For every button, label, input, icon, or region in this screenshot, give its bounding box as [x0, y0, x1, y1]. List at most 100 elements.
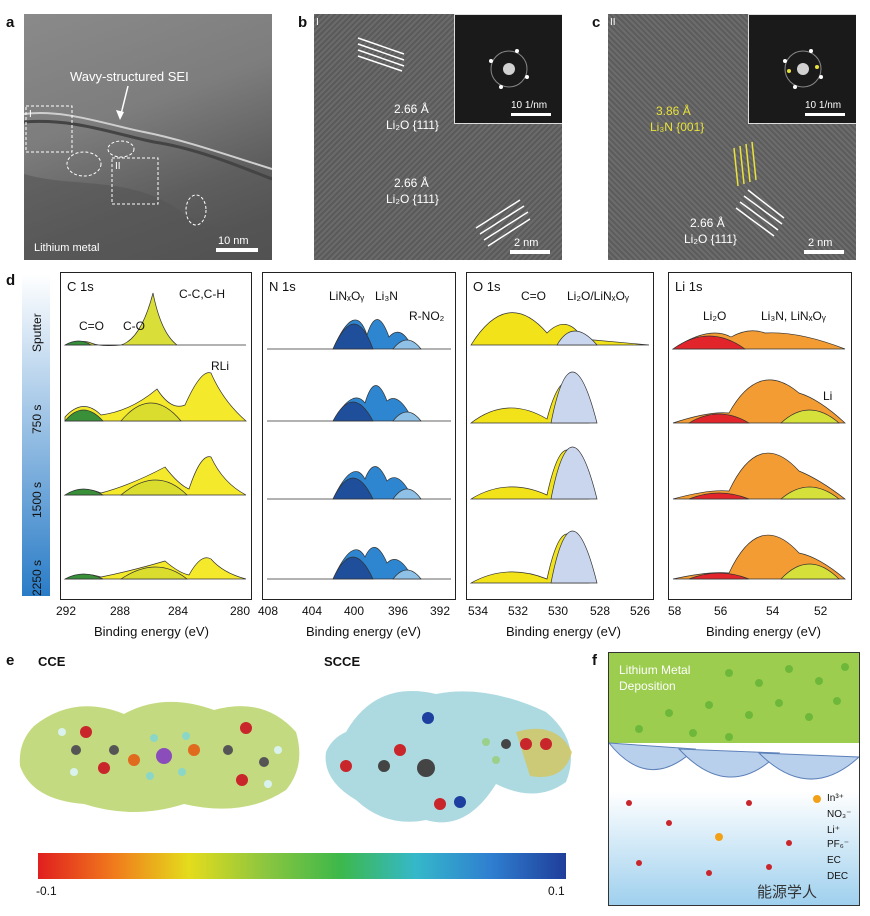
- legend-in3: In³⁺: [827, 793, 844, 804]
- watermark-text: 能源学人: [757, 884, 818, 901]
- li1s-title: Li 1s: [675, 279, 703, 294]
- legend-li: Li⁺: [827, 825, 841, 836]
- region-i-label: I: [29, 109, 32, 120]
- n1s-tick-396: 396: [388, 604, 409, 618]
- li1s-tick-56: 56: [714, 604, 728, 618]
- n1s-peak-linxoy: LiNₓOᵧ: [329, 289, 365, 303]
- esp-scale-max: 0.1: [548, 884, 565, 898]
- o1s-peak-co: C=O: [521, 289, 547, 303]
- sputter-depth-bar: [22, 274, 50, 596]
- spacing-label-b2: 2.66 Å: [394, 176, 429, 190]
- c1s-tick-280: 280: [230, 604, 251, 618]
- spacing-label-c2: 2.66 Å: [690, 216, 725, 230]
- n1s-tick-408: 408: [258, 604, 279, 618]
- inset-scale-label-b: 10 1/nm: [511, 100, 548, 111]
- scale-label-b: 2 nm: [514, 237, 539, 249]
- n1s-peak-li3n: Li₃N: [375, 289, 398, 303]
- c1s-title: C 1s: [67, 279, 94, 294]
- c1s-spectra: [63, 292, 247, 580]
- time-2250: 2250 s: [30, 559, 44, 596]
- tem-image-c: 10 1/nm II 3.86 Å Li₃N {001} 2.66 Å Li₂O…: [608, 14, 856, 260]
- fft-inset-c: 10 1/nm: [748, 14, 856, 124]
- n1s-tick-400: 400: [344, 604, 365, 618]
- inset-scale-bar-b: [511, 113, 551, 116]
- xps-o1s-panel: O 1s C=O Li₂O/LiNₓOᵧ: [466, 272, 654, 600]
- n1s-title: N 1s: [269, 279, 296, 294]
- n1s-peak-rno2: R-NO₂: [409, 309, 445, 323]
- cce-esp-surface: [14, 686, 304, 822]
- region-label-c: II: [610, 17, 616, 28]
- lithium-metal-layer: [609, 653, 859, 743]
- phase-label-c1: Li₃N {001}: [650, 120, 705, 134]
- tem-image-a: Wavy-structured SEI I II Lithium metal 1…: [24, 14, 272, 260]
- inset-scale-bar-c: [805, 113, 845, 116]
- li1s-peak-li3n: Li₃N, LiNₓOᵧ: [761, 309, 826, 323]
- panel-d-label: d: [6, 272, 16, 289]
- panel-b-label: b: [298, 14, 308, 31]
- schematic-title-line2: Deposition: [619, 679, 676, 693]
- li1s-tick-52: 52: [814, 604, 828, 618]
- scale-label-a: 10 nm: [218, 235, 249, 247]
- scce-title: SCCE: [324, 654, 361, 669]
- c1s-peak-c-o: C-O: [123, 319, 145, 333]
- cce-title: CCE: [38, 654, 66, 669]
- o1s-xlabel: Binding energy (eV): [506, 624, 621, 639]
- o1s-title: O 1s: [473, 279, 501, 294]
- panel-c-label: c: [592, 14, 601, 31]
- legend-dec: DEC: [827, 871, 849, 882]
- o1s-tick-526: 526: [630, 604, 651, 618]
- c1s-peak-rli: RLi: [211, 359, 230, 373]
- spacing-label-c1: 3.86 Å: [656, 104, 691, 118]
- o1s-tick-532: 532: [508, 604, 529, 618]
- scale-bar-b: [510, 250, 550, 254]
- xps-c1s-panel: C 1s C-C,C-H C=O C-O RLi: [60, 272, 252, 600]
- li1s-peak-li: Li: [823, 389, 833, 403]
- time-750: 750 s: [30, 404, 44, 434]
- panel-f-label: f: [592, 652, 597, 669]
- n1s-xlabel: Binding energy (eV): [306, 624, 421, 639]
- o1s-tick-534: 534: [468, 604, 489, 618]
- li1s-peak-li2o: Li₂O: [703, 309, 727, 323]
- c1s-tick-292: 292: [56, 604, 77, 618]
- schematic-title-line1: Lithium Metal: [619, 663, 691, 677]
- lithium-metal-caption: Lithium metal: [34, 242, 100, 254]
- esp-scale-min: -0.1: [36, 884, 57, 898]
- panel-e-label: e: [6, 652, 15, 669]
- region-ii-label: II: [115, 161, 121, 172]
- sei-annotation: Wavy-structured SEI: [70, 69, 189, 84]
- o1s-tick-530: 530: [548, 604, 569, 618]
- inset-scale-label-c: 10 1/nm: [805, 100, 842, 111]
- li1s-tick-58: 58: [668, 604, 682, 618]
- scale-bar-c: [804, 250, 844, 254]
- scce-esp-surface: [316, 672, 582, 836]
- n1s-tick-392: 392: [430, 604, 451, 618]
- region-label-b: I: [316, 17, 319, 28]
- c1s-tick-288: 288: [110, 604, 131, 618]
- phase-label-b2: Li₂O {111}: [386, 192, 439, 206]
- phase-label-b1: Li₂O {111}: [386, 118, 439, 132]
- scale-bar-a: [216, 248, 258, 252]
- spacing-label-b1: 2.66 Å: [394, 102, 429, 116]
- xps-n1s-panel: N 1s LiNₓOᵧ Li₃N R-NO₂: [262, 272, 456, 600]
- fft-inset-b: 10 1/nm: [454, 14, 562, 124]
- legend-pf6: PF₆⁻: [827, 839, 850, 850]
- li1s-xlabel: Binding energy (eV): [706, 624, 821, 639]
- c1s-tick-284: 284: [168, 604, 189, 618]
- time-1500: 1500 s: [30, 481, 44, 518]
- c1s-peak-cc: C-C,C-H: [179, 287, 225, 301]
- scale-label-c: 2 nm: [808, 237, 833, 249]
- legend-no3: NO₃⁻: [827, 809, 852, 820]
- o1s-tick-528: 528: [590, 604, 611, 618]
- o1s-peak-li2o: Li₂O/LiNₓOᵧ: [567, 289, 629, 303]
- tem-image-b: 10 1/nm I 2.66 Å Li₂O {111} 2.66 Å Li₂O …: [314, 14, 562, 260]
- xps-li1s-panel: Li 1s Li₂O Li₃N, LiNₓOᵧ Li: [668, 272, 852, 600]
- panel-a-label: a: [6, 14, 15, 31]
- sputter-label: Sputter: [30, 313, 44, 352]
- legend-ec: EC: [827, 855, 841, 866]
- c1s-peak-co: C=O: [79, 319, 105, 333]
- deposition-schematic: Lithium Metal Deposition In³⁺ NO₃⁻ Li⁺ P…: [608, 652, 860, 906]
- li1s-tick-54: 54: [766, 604, 780, 618]
- phase-label-c2: Li₂O {111}: [684, 232, 737, 246]
- n1s-tick-404: 404: [302, 604, 323, 618]
- c1s-xlabel: Binding energy (eV): [94, 624, 209, 639]
